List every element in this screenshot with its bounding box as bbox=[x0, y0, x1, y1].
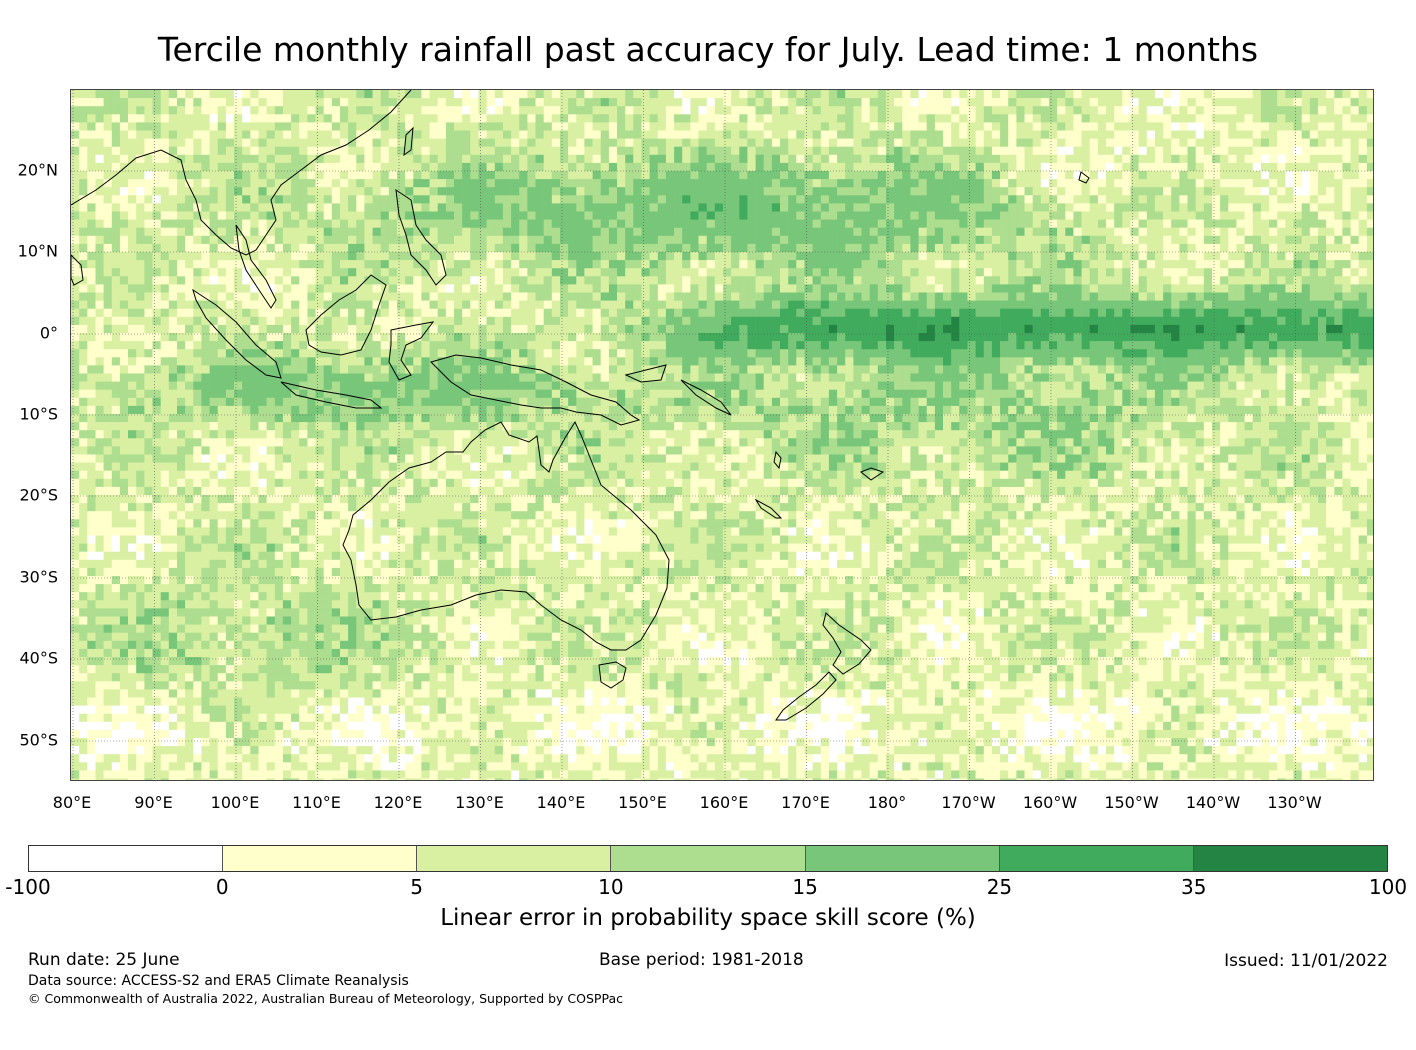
lon-label: 180° bbox=[868, 793, 907, 812]
colorbar-swatch bbox=[806, 846, 1000, 871]
colorbar-swatch bbox=[417, 846, 611, 871]
copyright: © Commonwealth of Australia 2022, Austra… bbox=[28, 991, 623, 1006]
lon-label: 140°W bbox=[1186, 793, 1240, 812]
map-title: Tercile monthly rainfall past accuracy f… bbox=[0, 30, 1416, 69]
lon-label: 160°W bbox=[1023, 793, 1077, 812]
data-source: Data source: ACCESS-S2 and ERA5 Climate … bbox=[28, 973, 409, 989]
lon-label: 80°E bbox=[53, 793, 91, 812]
lat-label: 10°S bbox=[0, 405, 58, 424]
colorbar-tick: 0 bbox=[216, 875, 229, 899]
lon-label: 160°E bbox=[700, 793, 749, 812]
issued-date: Issued: 11/01/2022 bbox=[1224, 951, 1388, 971]
colorbar-swatch bbox=[1000, 846, 1194, 871]
skill-score-map bbox=[70, 89, 1374, 781]
lat-label: 40°S bbox=[0, 649, 58, 668]
lon-label: 100°E bbox=[211, 793, 260, 812]
lat-label: 20°S bbox=[0, 486, 58, 505]
colorbar-tick: 15 bbox=[792, 875, 817, 899]
base-period: Base period: 1981-2018 bbox=[599, 950, 804, 970]
colorbar-tick: -100 bbox=[5, 875, 50, 899]
lat-label: 20°N bbox=[0, 161, 58, 180]
lon-label: 120°E bbox=[374, 793, 423, 812]
lon-label: 140°E bbox=[537, 793, 586, 812]
colorbar-tick: 10 bbox=[598, 875, 623, 899]
colorbar-swatch bbox=[1194, 846, 1387, 871]
lon-label: 110°E bbox=[292, 793, 341, 812]
lat-label: 10°N bbox=[0, 242, 58, 261]
lat-label: 50°S bbox=[0, 731, 58, 750]
skill-grid bbox=[71, 90, 1374, 781]
lon-label: 150°W bbox=[1104, 793, 1158, 812]
lon-label: 90°E bbox=[134, 793, 172, 812]
colorbar-tick: 35 bbox=[1181, 875, 1206, 899]
lon-label: 130°W bbox=[1267, 793, 1321, 812]
colorbar-swatch bbox=[29, 846, 223, 871]
lon-label: 170°W bbox=[941, 793, 995, 812]
colorbar-tick: 25 bbox=[987, 875, 1012, 899]
lat-label: 30°S bbox=[0, 568, 58, 587]
lon-label: 130°E bbox=[455, 793, 504, 812]
colorbar-label: Linear error in probability space skill … bbox=[0, 905, 1416, 931]
colorbar-swatch bbox=[223, 846, 417, 871]
lat-label: 0° bbox=[0, 324, 58, 343]
lon-label: 150°E bbox=[618, 793, 667, 812]
lon-label: 170°E bbox=[781, 793, 830, 812]
colorbar-swatch bbox=[611, 846, 805, 871]
colorbar bbox=[28, 845, 1388, 872]
colorbar-tick: 5 bbox=[410, 875, 423, 899]
map-canvas bbox=[71, 90, 1374, 781]
run-date: Run date: 25 June bbox=[28, 950, 180, 970]
colorbar-tick: 100 bbox=[1369, 875, 1407, 899]
